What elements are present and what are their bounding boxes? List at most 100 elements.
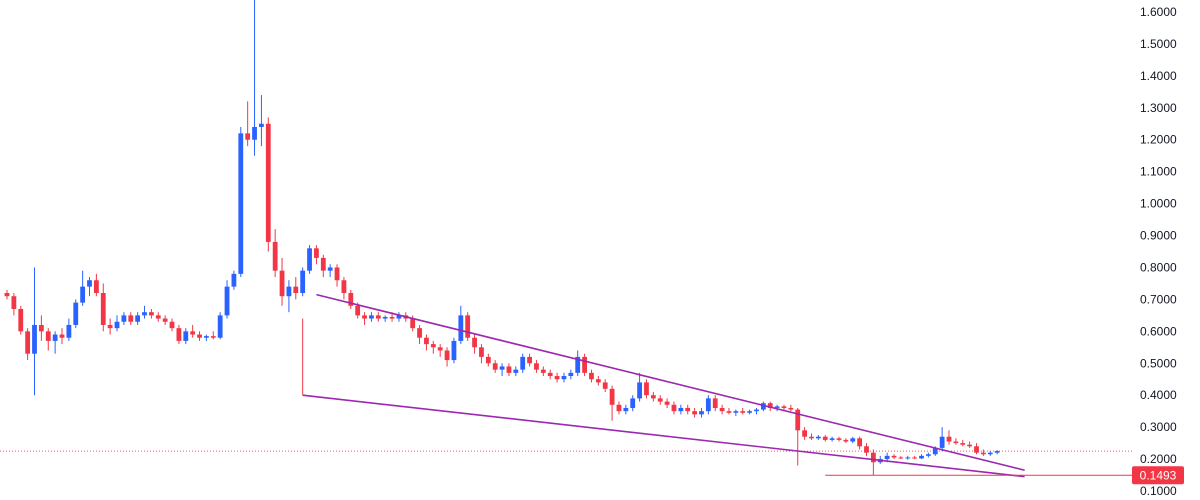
y-tick-label: 1.4000	[1140, 69, 1177, 83]
candle	[492, 360, 498, 373]
candle	[320, 254, 326, 278]
candle-body	[327, 267, 333, 271]
candle-body	[485, 356, 491, 364]
candle	[967, 441, 973, 448]
candle	[726, 407, 732, 415]
candle	[231, 270, 237, 290]
candle	[369, 312, 374, 322]
candle-body	[547, 372, 553, 377]
candle	[836, 436, 842, 442]
candle-body	[650, 395, 656, 399]
candle-body	[616, 404, 622, 412]
candle	[760, 401, 766, 412]
candle-body	[155, 315, 161, 319]
candle	[444, 347, 450, 367]
candle	[788, 404, 794, 412]
candle-body	[389, 316, 395, 319]
candle-body	[630, 398, 636, 408]
candle	[327, 264, 333, 278]
candle-body	[190, 331, 196, 335]
candle	[864, 443, 869, 456]
y-tick-label: 0.3000	[1140, 420, 1177, 434]
candle	[657, 395, 663, 405]
candle	[754, 407, 759, 415]
candle	[547, 369, 553, 380]
candle	[217, 312, 223, 340]
candle	[162, 315, 168, 325]
candle	[107, 318, 113, 335]
candle-body	[815, 436, 821, 439]
candle-body	[11, 296, 17, 309]
candle-body	[534, 363, 539, 370]
candle	[602, 379, 608, 393]
candle	[527, 353, 532, 367]
candle-body	[829, 438, 835, 440]
candle-body	[114, 321, 120, 329]
candle	[960, 439, 966, 447]
candle-body	[18, 308, 24, 332]
candle-body	[822, 436, 828, 440]
candle-body	[375, 315, 381, 319]
y-tick-label: 0.1000	[1140, 484, 1177, 498]
candle-body	[994, 451, 1000, 453]
candle	[974, 443, 979, 455]
candle-body	[609, 388, 615, 405]
candle-body	[802, 430, 808, 437]
candle-body	[362, 315, 367, 319]
candle-body	[430, 344, 436, 348]
candle	[73, 299, 79, 329]
wedge-lower-line	[302, 394, 1025, 478]
candle	[774, 404, 780, 412]
candle	[286, 280, 292, 313]
candle-body	[279, 270, 285, 297]
candle-body	[919, 455, 924, 459]
candle-body	[760, 403, 766, 410]
candle	[857, 436, 863, 450]
candle-body	[733, 411, 739, 413]
candle	[575, 350, 581, 377]
candle-body	[135, 315, 141, 322]
candle-body	[712, 398, 718, 408]
candle-body	[623, 407, 629, 412]
candle-body	[870, 452, 876, 463]
candle-body	[286, 286, 292, 297]
candle	[300, 267, 306, 297]
candle	[850, 436, 856, 444]
candle	[293, 277, 299, 300]
candle	[259, 95, 264, 147]
candle	[18, 305, 24, 335]
candle	[155, 312, 161, 322]
y-tick-label: 0.2000	[1140, 452, 1177, 466]
candle-body	[912, 457, 918, 459]
candle-body	[66, 324, 72, 338]
candle-body	[520, 356, 526, 370]
candle	[671, 401, 677, 415]
candle-body	[589, 372, 594, 380]
candle	[197, 331, 202, 341]
candle	[623, 404, 629, 415]
candle-body	[307, 248, 312, 271]
candle-body	[238, 133, 244, 274]
candle	[795, 407, 801, 466]
candle	[692, 407, 697, 418]
candle	[210, 331, 216, 340]
candle	[712, 395, 718, 412]
candle-body	[513, 369, 519, 373]
candle	[809, 433, 814, 440]
candle-body	[602, 382, 608, 389]
candle	[204, 334, 209, 341]
candle-body	[451, 340, 457, 361]
candle	[128, 312, 134, 325]
y-tick-label: 0.7000	[1140, 292, 1177, 306]
candle-body	[437, 347, 443, 351]
candle-body	[25, 331, 31, 354]
candle	[822, 435, 828, 442]
candle-body	[80, 286, 86, 303]
candle	[32, 267, 37, 396]
candle	[334, 264, 340, 287]
candle	[314, 245, 319, 265]
candle	[829, 436, 835, 442]
candle	[396, 312, 402, 322]
candle-body	[369, 315, 374, 319]
